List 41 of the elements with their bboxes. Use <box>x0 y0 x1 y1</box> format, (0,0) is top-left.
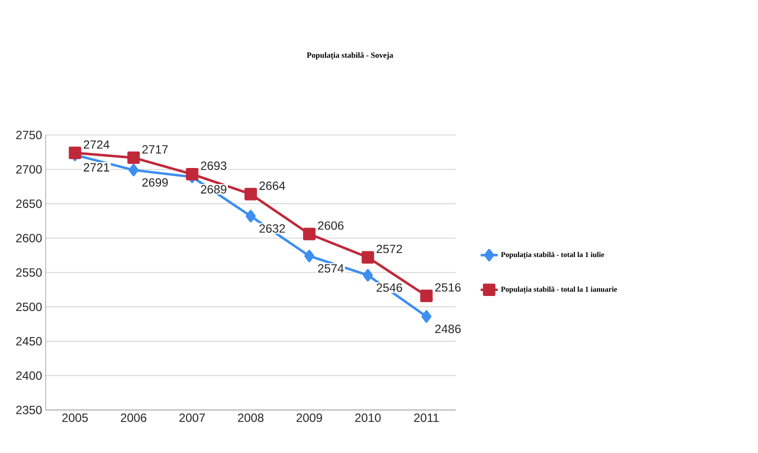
x-tick-label: 2008 <box>238 414 264 422</box>
y-tick-label: 2700 <box>16 165 42 174</box>
y-tick-label: 2450 <box>16 337 42 346</box>
data-label: 2546 <box>376 283 402 292</box>
x-tick-label: 2007 <box>179 414 205 422</box>
data-label: 2574 <box>318 264 344 273</box>
x-tick-label: 2009 <box>296 414 322 422</box>
y-tick-label: 2650 <box>16 200 42 208</box>
y-tick-label: 2400 <box>16 371 42 380</box>
x-tick-label: 2010 <box>355 414 381 422</box>
y-tick-label: 2600 <box>16 234 42 242</box>
y-tick-label: 2550 <box>16 268 42 277</box>
data-label: 2664 <box>259 181 286 190</box>
point <box>362 251 374 264</box>
x-tick-label: 2006 <box>120 414 146 422</box>
data-label: 2693 <box>200 162 226 170</box>
data-label: 2486 <box>435 324 461 334</box>
x-tick-label: 2011 <box>414 414 439 422</box>
data-label: 2516 <box>435 283 461 292</box>
data-label: 2699 <box>142 178 168 187</box>
point <box>128 164 139 176</box>
data-label: 2721 <box>84 163 110 172</box>
y-tick-label: 2750 <box>16 130 42 140</box>
point <box>127 151 140 164</box>
point <box>303 228 316 240</box>
point <box>421 310 432 323</box>
data-label: 2632 <box>259 224 285 233</box>
data-label: 2717 <box>142 145 168 154</box>
y-tick-label: 2500 <box>16 302 42 312</box>
point <box>420 290 433 302</box>
data-label: 2689 <box>200 185 226 194</box>
point <box>362 269 373 282</box>
data-label: 2572 <box>376 244 402 254</box>
point <box>304 250 314 262</box>
data-label: 2724 <box>84 140 110 149</box>
x-tick-label: 2005 <box>62 414 88 422</box>
point <box>186 168 198 180</box>
data-label: 2606 <box>318 221 344 230</box>
point <box>244 188 257 200</box>
y-tick-label: 2350 <box>16 406 42 414</box>
point <box>246 210 256 222</box>
